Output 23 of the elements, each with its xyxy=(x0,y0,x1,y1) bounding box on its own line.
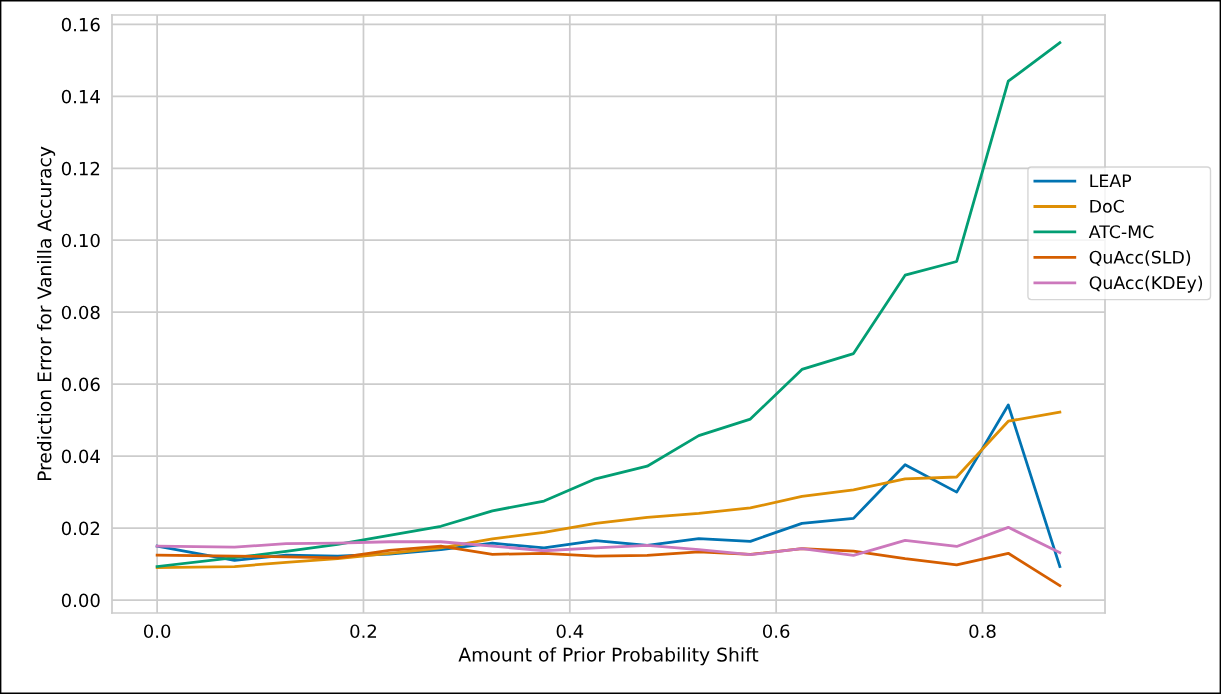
x-tick-label: 0.6 xyxy=(762,624,790,639)
y-tick-label: 0.12 xyxy=(61,161,100,176)
y-tick-label: 0.16 xyxy=(61,17,100,32)
x-axis-title: Amount of Prior Probability Shift xyxy=(458,647,759,666)
y-tick-label: 0.00 xyxy=(61,593,100,608)
y-tick-label: 0.10 xyxy=(61,233,100,248)
legend-label: LEAP xyxy=(1090,174,1132,188)
legend-label: DoC xyxy=(1090,199,1124,213)
x-tick-label: 0.0 xyxy=(143,624,171,639)
y-tick-label: 0.04 xyxy=(61,449,100,464)
y-axis-title: Prediction Error for Vanilla Accuracy xyxy=(36,146,56,481)
line-series xyxy=(155,41,1062,568)
x-tick-label: 0.2 xyxy=(350,624,377,639)
legend-label: QuAcc(SLD) xyxy=(1089,250,1191,266)
legend-label: QuAcc(KDEy) xyxy=(1089,275,1203,293)
x-tick-label: 0.8 xyxy=(969,624,996,639)
line-series xyxy=(155,525,1062,557)
y-tick-label: 0.02 xyxy=(61,521,100,536)
x-tick-label: 0.4 xyxy=(556,624,584,639)
legend-label: ATC-MC xyxy=(1088,225,1154,239)
y-tick-label: 0.14 xyxy=(61,89,100,104)
y-tick-label: 0.08 xyxy=(61,305,100,320)
y-tick-label: 0.06 xyxy=(61,377,100,392)
